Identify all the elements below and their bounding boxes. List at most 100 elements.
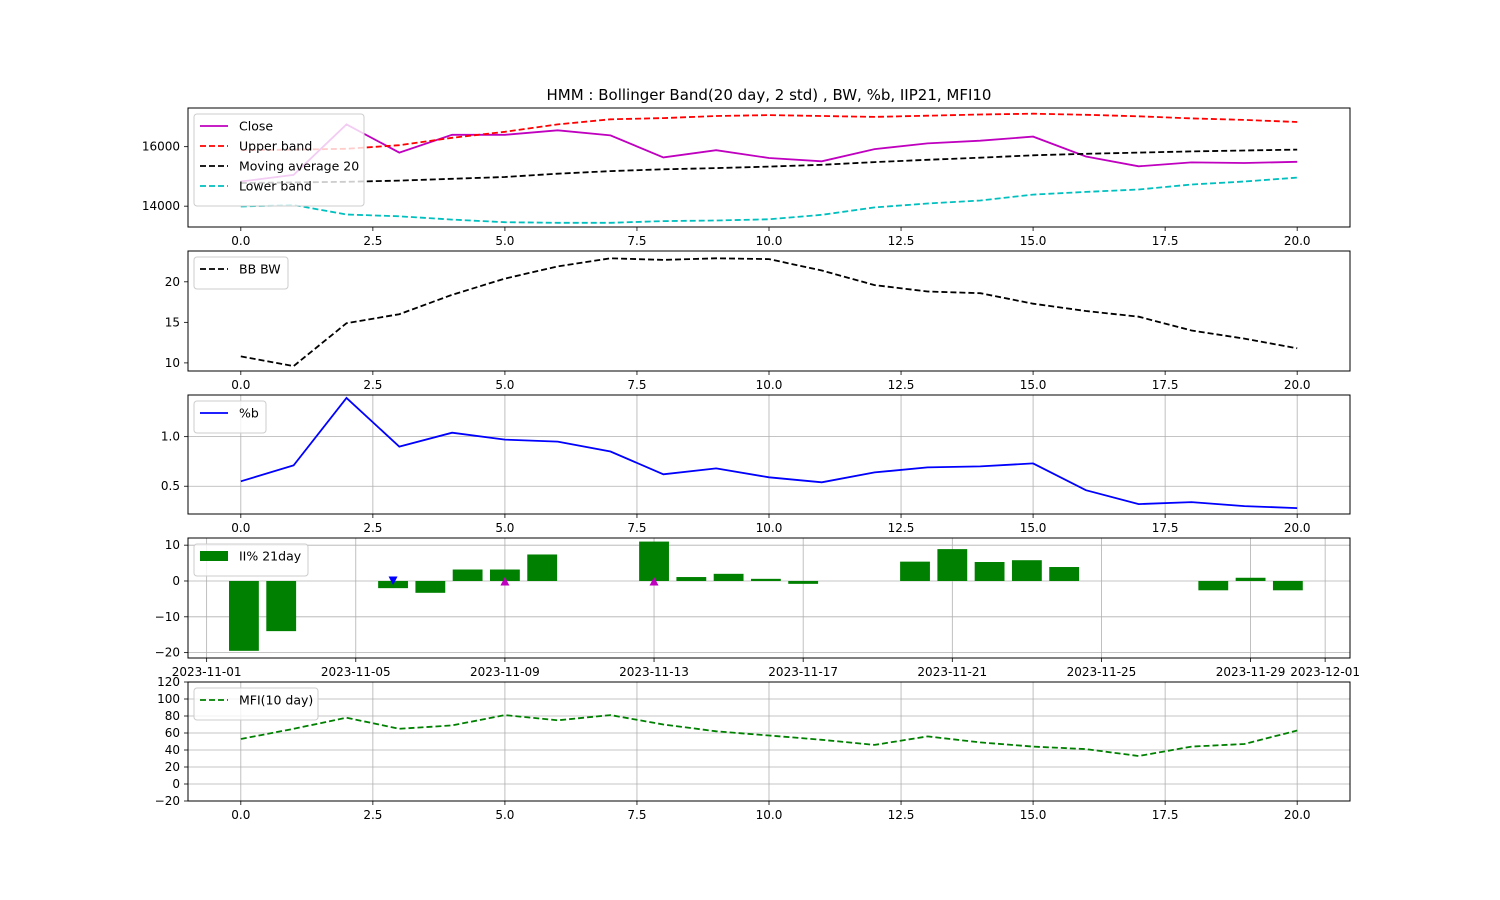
x-tick-label: 2023-11-05 <box>321 665 391 679</box>
x-tick-label: 2023-12-01 <box>1290 665 1360 679</box>
x-tick-label: 17.5 <box>1152 521 1179 535</box>
series-line-price-0 <box>240 123 1298 183</box>
axes-frame-bw <box>187 250 1351 372</box>
series-line-price-3 <box>240 176 1298 224</box>
y-tick-label: 1.0 <box>161 430 180 444</box>
signal-marker-2023-11-06 <box>388 576 398 585</box>
bar-2023-11-03 <box>266 580 297 632</box>
x-tick-label: 2023-11-01 <box>172 665 242 679</box>
bar-2023-11-24 <box>1049 567 1080 581</box>
y-tick-label: 60 <box>165 726 180 740</box>
y-tick-label: 80 <box>165 709 180 723</box>
legend-box <box>193 256 289 290</box>
y-tick-label: −20 <box>155 646 180 660</box>
x-tick-label: 15.0 <box>1020 521 1047 535</box>
y-tick-label: 100 <box>157 692 180 706</box>
x-tick-label: 17.5 <box>1152 234 1179 248</box>
chart-title: HMM : Bollinger Band(20 day, 2 std) , BW… <box>547 86 992 104</box>
legend-label: %b <box>239 406 259 421</box>
panel-price: 0.0 2.5 5.0 7.5 10.0 12.5 15.0 17.5 20.0 14000 160… <box>142 107 1351 248</box>
x-tick-label: 2.5 <box>363 521 382 535</box>
x-tick-label: 7.5 <box>627 234 646 248</box>
x-tick-label: 20.0 <box>1284 378 1311 392</box>
series-line-price-2 <box>240 148 1298 184</box>
x-tick-label: 17.5 <box>1152 378 1179 392</box>
y-tick-label: 14000 <box>142 199 180 213</box>
legend-mfi: MFI(10 day) <box>193 687 319 721</box>
x-tick-label: 12.5 <box>888 234 915 248</box>
legend-bw: BB BW <box>193 256 289 290</box>
y-tick-label: 16000 <box>142 140 180 154</box>
y-tick-label: 0 <box>172 777 180 791</box>
bar-2023-11-10 <box>527 554 558 581</box>
y-tick-label: −10 <box>155 610 180 624</box>
legend-label: Close <box>239 119 273 134</box>
bar-2023-11-09 <box>489 569 520 581</box>
series-line-mfi-0 <box>240 714 1298 757</box>
x-tick-label: 7.5 <box>627 378 646 392</box>
x-tick-label: 2023-11-13 <box>619 665 689 679</box>
chart-panels: 0.0 2.5 5.0 7.5 10.0 12.5 15.0 17.5 20.0 14000 160… <box>142 107 1360 822</box>
x-tick-label: 5.0 <box>495 378 514 392</box>
x-tick-label: 7.5 <box>627 808 646 822</box>
x-tick-label: 12.5 <box>888 378 915 392</box>
y-tick-label: 40 <box>165 743 180 757</box>
x-tick-label: 10.0 <box>756 378 783 392</box>
legend-box <box>193 113 365 207</box>
x-tick-label: 0.0 <box>231 234 250 248</box>
x-tick-label: 10.0 <box>756 234 783 248</box>
bar-2023-11-29 <box>1235 577 1266 581</box>
bar-2023-11-20 <box>900 561 930 581</box>
y-tick-label: 10 <box>165 538 180 552</box>
x-tick-label: 20.0 <box>1284 521 1311 535</box>
x-tick-label: 0.0 <box>231 521 250 535</box>
series-line-bw-0 <box>240 257 1298 368</box>
legend-pctb: %b <box>193 400 267 434</box>
legend-label: Moving average 20 <box>239 159 359 174</box>
y-tick-label: 20 <box>165 760 180 774</box>
x-tick-label: 2.5 <box>363 808 382 822</box>
panel-pctb: 0.0 2.5 5.0 7.5 10.0 12.5 15.0 17.5 20.0 0.5 1.0 %b <box>161 394 1351 535</box>
y-tick-label: 0 <box>172 574 180 588</box>
bar-2023-11-08 <box>452 569 483 581</box>
x-tick-label: 2023-11-17 <box>768 665 838 679</box>
legend-swatch <box>200 551 228 561</box>
x-tick-label: 20.0 <box>1284 234 1311 248</box>
x-tick-label: 15.0 <box>1020 808 1047 822</box>
bar-2023-11-28 <box>1198 580 1229 591</box>
series-line-pctb-0 <box>240 396 1298 509</box>
legend-label: II% 21day <box>239 549 302 564</box>
x-tick-label: 5.0 <box>495 521 514 535</box>
panel-iip: 2023-11-01 2023-11-05 2023-11-09 2023-11-13… <box>155 537 1360 679</box>
bar-2023-11-13 <box>639 541 669 581</box>
x-tick-label: 10.0 <box>756 521 783 535</box>
bar-2023-11-02 <box>229 580 259 651</box>
x-tick-label: 10.0 <box>756 808 783 822</box>
x-tick-label: 7.5 <box>627 521 646 535</box>
bar-2023-11-21 <box>937 549 968 581</box>
bar-2023-11-30 <box>1272 580 1303 591</box>
legend-label: Lower band <box>239 179 312 194</box>
signal-marker-2023-11-09 <box>500 576 510 586</box>
x-tick-label: 5.0 <box>495 808 514 822</box>
legend-iip: II% 21day <box>193 543 309 577</box>
y-tick-label: 20 <box>165 275 180 289</box>
bar-2023-11-17 <box>788 580 819 584</box>
x-tick-label: 2023-11-09 <box>470 665 540 679</box>
series-line-price-1 <box>240 112 1298 152</box>
x-tick-label: 0.0 <box>231 808 250 822</box>
x-tick-label: 0.0 <box>231 378 250 392</box>
x-tick-label: 12.5 <box>888 808 915 822</box>
x-tick-label: 2023-11-25 <box>1067 665 1137 679</box>
x-tick-label: 2.5 <box>363 234 382 248</box>
y-tick-label: −20 <box>155 794 180 808</box>
bar-2023-11-22 <box>974 562 1005 581</box>
x-tick-label: 15.0 <box>1020 378 1047 392</box>
signal-marker-2023-11-13 <box>649 576 659 586</box>
x-tick-label: 17.5 <box>1152 808 1179 822</box>
x-tick-label: 12.5 <box>888 521 915 535</box>
x-tick-label: 2023-11-21 <box>917 665 987 679</box>
x-tick-label: 20.0 <box>1284 808 1311 822</box>
x-tick-label: 5.0 <box>495 234 514 248</box>
